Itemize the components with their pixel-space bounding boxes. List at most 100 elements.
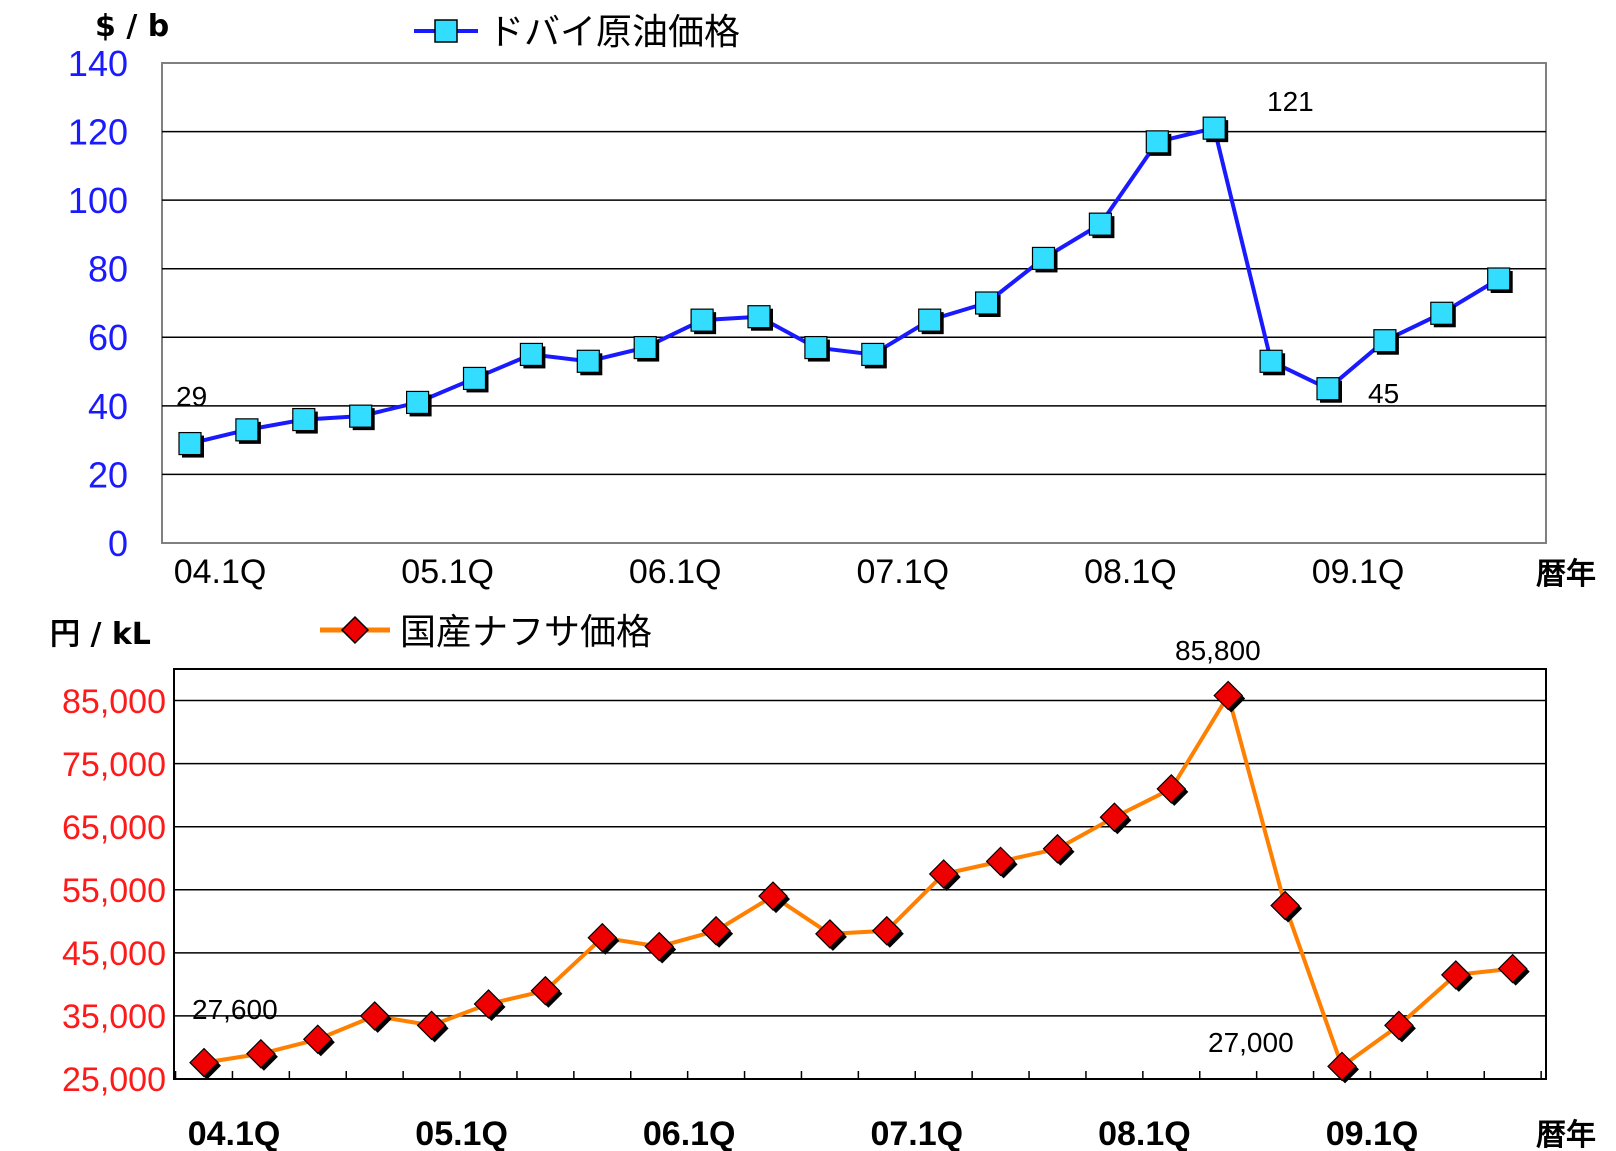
y-tick-label: 45,000 <box>62 935 166 973</box>
data-point <box>302 1024 333 1055</box>
data-point <box>189 1047 219 1078</box>
data-point <box>1384 1010 1414 1041</box>
x-tick-label: 09.1Q <box>1326 1115 1419 1151</box>
data-point <box>1316 377 1340 401</box>
legend-label: ドバイ原油価格 <box>488 12 740 53</box>
x-tick-label: 08.1Q <box>1098 1115 1191 1151</box>
y-tick-labels: 25,000 35,000 45,000 55,000 65,000 75,000 85,0… <box>62 683 166 1099</box>
data-point <box>690 308 714 332</box>
data-point <box>1088 212 1113 236</box>
data-point <box>1259 349 1283 373</box>
data-point <box>530 975 561 1006</box>
x-minor-ticks <box>174 1071 1542 1079</box>
y-tick-label: 25,000 <box>62 1061 166 1099</box>
x-tick-label: 06.1Q <box>643 1115 736 1151</box>
data-point <box>1156 773 1187 804</box>
legend-marker-diamond-icon <box>340 615 370 645</box>
data-point <box>1497 953 1528 984</box>
annotation-trough: 27,000 <box>1208 1027 1294 1058</box>
data-point <box>519 342 544 367</box>
series-dubai-crude <box>178 116 1513 458</box>
data-point <box>1202 116 1226 140</box>
data-point <box>576 349 600 373</box>
data-point <box>861 342 885 367</box>
data-point <box>473 989 504 1019</box>
legend: ドバイ原油価格 <box>414 12 740 53</box>
naphtha-chart: 25,000 35,000 45,000 55,000 65,000 75,000 85,0… <box>50 612 1596 1151</box>
x-axis-label: 暦年 <box>1536 557 1596 592</box>
x-tick-label: 09.1Q <box>1312 553 1405 591</box>
y-tick-label: 60 <box>88 317 128 358</box>
legend-label: 国産ナフサ価格 <box>400 612 652 653</box>
y-tick-label: 40 <box>88 386 128 427</box>
y-tick-label: 55,000 <box>62 872 166 910</box>
annotation-trough: 45 <box>1368 378 1399 409</box>
x-axis-label: 暦年 <box>1536 1118 1596 1151</box>
data-point <box>349 404 373 428</box>
data-point <box>1440 960 1471 990</box>
data-point <box>1042 833 1073 864</box>
data-point <box>246 1038 276 1069</box>
data-point <box>701 915 731 946</box>
data-point <box>1031 246 1056 271</box>
data-point <box>804 335 828 360</box>
annotation-first: 27,600 <box>192 994 278 1025</box>
x-tick-label: 05.1Q <box>415 1115 508 1151</box>
x-tick-labels: 04.1Q 05.1Q 06.1Q 07.1Q 08.1Q 09.1Q <box>188 1115 1419 1151</box>
data-point <box>1099 802 1130 833</box>
data-point <box>985 846 1016 877</box>
x-tick-label: 07.1Q <box>856 553 949 591</box>
x-tick-label: 08.1Q <box>1084 553 1177 591</box>
data-point <box>644 931 675 962</box>
y-tick-label: 140 <box>68 43 128 84</box>
y-tick-label: 65,000 <box>62 809 166 847</box>
data-point <box>235 418 259 442</box>
y-tick-label: 80 <box>88 249 128 290</box>
x-tick-label: 04.1Q <box>174 553 267 591</box>
data-point <box>918 308 942 332</box>
data-point <box>1487 267 1511 291</box>
data-point <box>1145 130 1169 154</box>
data-point <box>178 431 202 456</box>
x-tick-label: 06.1Q <box>629 553 722 591</box>
y-tick-label: 75,000 <box>62 746 166 784</box>
y-tick-label: 120 <box>68 112 128 153</box>
annotation-peak: 121 <box>1267 86 1314 117</box>
data-point <box>747 305 771 329</box>
y-tick-labels: 0 20 40 60 80 100 120 140 <box>68 43 128 564</box>
gridlines <box>174 699 1546 1017</box>
data-point <box>416 1010 447 1041</box>
data-point <box>815 919 845 949</box>
data-point <box>1430 301 1454 325</box>
data-point <box>974 291 999 315</box>
annotation-peak: 85,800 <box>1175 635 1261 666</box>
data-point <box>1327 1051 1357 1082</box>
data-point <box>406 390 430 415</box>
legend-marker-square-icon <box>434 19 458 43</box>
data-point <box>1270 890 1300 921</box>
x-tick-label: 05.1Q <box>401 553 494 591</box>
legend: 国産ナフサ価格 <box>320 612 652 653</box>
y-tick-label: 20 <box>88 454 128 495</box>
x-tick-labels: 04.1Q 05.1Q 06.1Q 07.1Q 08.1Q 09.1Q <box>174 553 1405 591</box>
unit-label: 円 / kL <box>50 617 151 652</box>
y-tick-label: 0 <box>108 523 128 564</box>
unit-label: $ / b <box>95 9 169 44</box>
data-point <box>462 366 487 391</box>
data-point <box>758 881 788 911</box>
annotation-first: 29 <box>176 381 207 412</box>
data-point <box>633 335 657 360</box>
data-point <box>359 1001 390 1031</box>
x-tick-label: 04.1Q <box>188 1115 281 1151</box>
y-tick-label: 100 <box>68 180 128 221</box>
data-point <box>871 915 902 946</box>
data-point <box>587 922 618 953</box>
data-point <box>928 859 959 889</box>
plot-area <box>161 62 1547 544</box>
y-tick-label: 85,000 <box>62 683 166 721</box>
series-naphtha <box>189 680 1530 1084</box>
data-point <box>1373 329 1397 353</box>
y-tick-label: 35,000 <box>62 998 166 1036</box>
